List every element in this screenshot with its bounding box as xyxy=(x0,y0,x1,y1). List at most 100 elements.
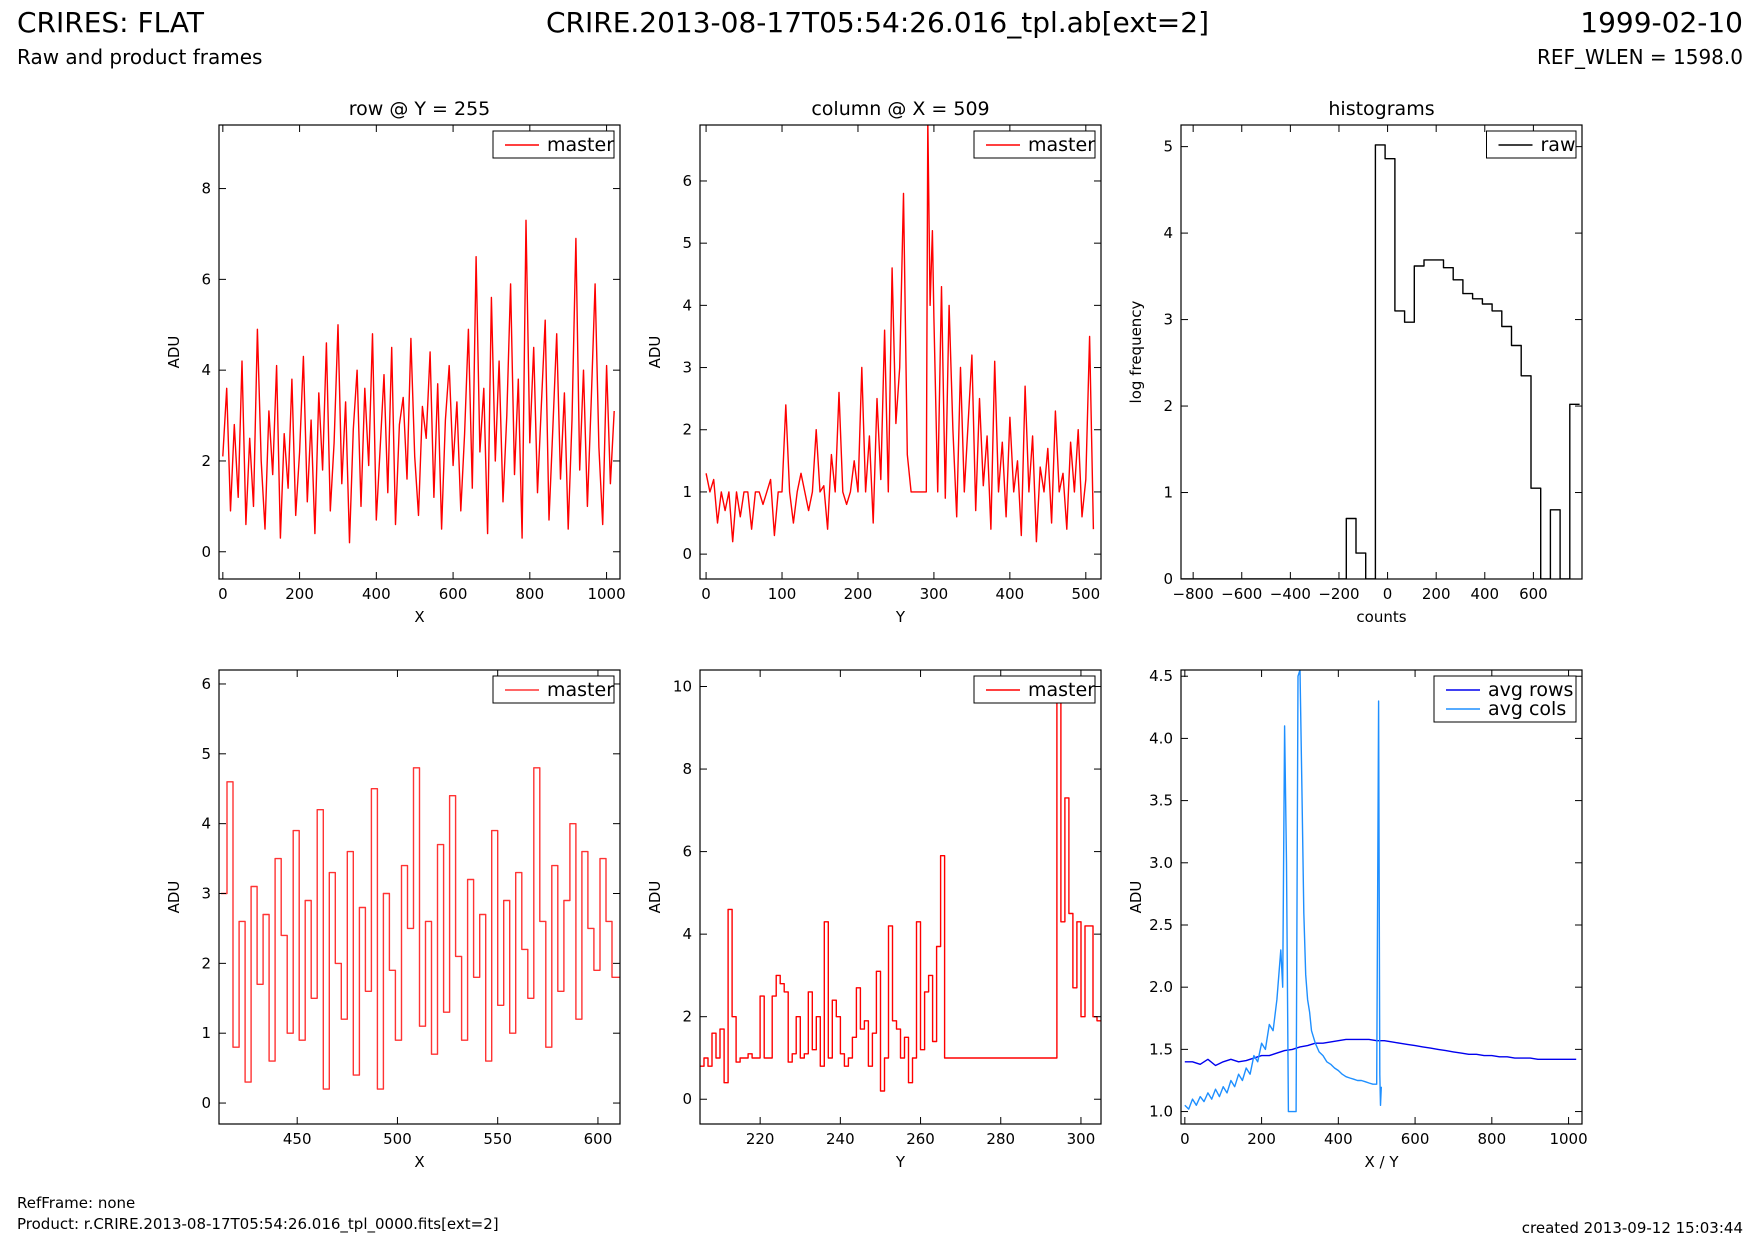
x-tick-label: −600 xyxy=(1221,585,1262,603)
axes-frame xyxy=(218,124,621,580)
y-tick-label: 3 xyxy=(1163,311,1173,329)
y-tick-label: 5 xyxy=(1163,138,1173,156)
y-tick-label: 4 xyxy=(682,296,692,314)
x-tick-label: 600 xyxy=(1519,585,1548,603)
x-tick-label: 0 xyxy=(1180,1130,1190,1148)
y-tick-label: 4 xyxy=(682,925,692,943)
plot-panel-1: 0 200 400 600 800 1000 0 2 4 6 8 row @ Y = 255 X ADU m… xyxy=(165,98,626,626)
plot-panel-2: 0 100 200 300 400 500 0 1 2 3 4 5 6 column @ X = 509 Y… xyxy=(646,98,1102,626)
plot-panel-5: 220 240 260 280 300 0 2 4 6 8 10 Y ADU master xyxy=(646,669,1102,1171)
x-axis-label: Y xyxy=(895,1153,906,1171)
figure-title: CRIRES: FLAT xyxy=(17,6,204,39)
axes-frame xyxy=(1180,669,1583,1125)
y-tick-label: 8 xyxy=(682,760,692,778)
x-tick-label: 200 xyxy=(1422,585,1451,603)
legend-box xyxy=(1433,675,1577,723)
axes-frame xyxy=(699,124,1102,580)
legend: master xyxy=(492,675,615,704)
x-tick-label: 240 xyxy=(826,1130,855,1148)
series-group xyxy=(1181,144,1580,579)
y-tick-label: 0 xyxy=(1163,570,1173,588)
ref-wlen-label: REF_WLEN = 1598.0 xyxy=(1536,45,1743,69)
x-tick-label: 500 xyxy=(1071,585,1100,603)
series-group xyxy=(222,219,615,544)
legend: master xyxy=(973,130,1096,159)
y-tick-label: 6 xyxy=(201,675,211,693)
y-tick-label: 1 xyxy=(1163,484,1173,502)
y-tick-label: 0 xyxy=(682,1090,692,1108)
y-tick-label: 2.0 xyxy=(1149,978,1173,996)
y-tick-label: 2 xyxy=(682,1008,692,1026)
y-tick-label: 6 xyxy=(201,270,211,288)
x-tick-label: 220 xyxy=(746,1130,775,1148)
y-tick-label: 3.0 xyxy=(1149,854,1173,872)
y-tick-label: 6 xyxy=(682,172,692,190)
x-tick-label: 500 xyxy=(383,1130,412,1148)
y-axis-label: ADU xyxy=(1127,881,1145,914)
x-axis-label: X xyxy=(414,1153,424,1171)
y-axis-label: ADU xyxy=(165,336,183,369)
y-axis-label: log frequency xyxy=(1127,300,1145,403)
axes-frame xyxy=(218,669,621,1125)
figure-subtitle: Raw and product frames xyxy=(17,45,263,69)
y-tick-label: 5 xyxy=(682,234,692,252)
x-tick-label: 550 xyxy=(483,1130,512,1148)
x-tick-label: 260 xyxy=(906,1130,935,1148)
y-tick-label: 1 xyxy=(682,483,692,501)
x-tick-label: 600 xyxy=(584,1130,613,1148)
x-tick-label: 600 xyxy=(439,585,468,603)
y-tick-label: 3 xyxy=(682,359,692,377)
x-tick-label: 400 xyxy=(1324,1130,1353,1148)
series-line-master xyxy=(222,219,615,544)
plot-title: histograms xyxy=(1328,98,1434,120)
x-tick-label: 200 xyxy=(285,585,314,603)
series-line-master xyxy=(705,125,1095,543)
y-tick-label: 3 xyxy=(201,885,211,903)
y-tick-label: 4 xyxy=(201,815,211,833)
ref-frame-note: RefFrame: none xyxy=(17,1194,136,1212)
x-tick-label: 200 xyxy=(1247,1130,1276,1148)
plot-title: column @ X = 509 xyxy=(811,98,989,120)
x-axis-label: X / Y xyxy=(1364,1153,1399,1171)
x-tick-label: −200 xyxy=(1318,585,1359,603)
file-name-title: CRIRE.2013-08-17T05:54:26.016_tpl.ab[ext… xyxy=(545,6,1209,39)
y-tick-label: 1 xyxy=(201,1024,211,1042)
x-tick-label: 600 xyxy=(1401,1130,1430,1148)
y-axis-label: ADU xyxy=(646,336,664,369)
series-line-avg-cols xyxy=(1184,670,1382,1113)
y-tick-label: 2 xyxy=(682,421,692,439)
x-tick-label: 400 xyxy=(1470,585,1499,603)
y-tick-label: 0 xyxy=(201,1094,211,1112)
legend-label: raw xyxy=(1541,134,1576,156)
x-tick-label: 300 xyxy=(1067,1130,1096,1148)
x-axis-label: counts xyxy=(1356,608,1406,626)
y-tick-label: 5 xyxy=(201,745,211,763)
legend-label: master xyxy=(547,679,614,701)
series-line-avg-rows xyxy=(1184,1038,1577,1067)
legend-label: avg cols xyxy=(1488,698,1566,720)
legend: raw xyxy=(1486,130,1577,159)
x-tick-label: 0 xyxy=(1383,585,1393,603)
legend-label: master xyxy=(1028,134,1095,156)
x-tick-label: 200 xyxy=(844,585,873,603)
x-tick-label: 450 xyxy=(283,1130,312,1148)
series-line-raw xyxy=(1181,144,1580,579)
x-tick-label: 400 xyxy=(996,585,1025,603)
y-tick-label: 2 xyxy=(201,954,211,972)
legend-label: avg rows xyxy=(1488,679,1573,701)
x-tick-label: −400 xyxy=(1270,585,1311,603)
created-timestamp: created 2013-09-12 15:03:44 xyxy=(1521,1219,1743,1237)
y-axis-label: ADU xyxy=(165,881,183,914)
y-tick-label: 10 xyxy=(673,678,692,696)
date-title: 1999-02-10 xyxy=(1580,6,1743,39)
series-group xyxy=(700,698,1101,1092)
legend-label: master xyxy=(1028,679,1095,701)
y-axis-label: ADU xyxy=(646,881,664,914)
series-group xyxy=(705,125,1095,543)
x-tick-label: 0 xyxy=(218,585,228,603)
y-tick-label: 0 xyxy=(682,545,692,563)
y-tick-label: 8 xyxy=(201,180,211,198)
x-tick-label: 800 xyxy=(516,585,545,603)
